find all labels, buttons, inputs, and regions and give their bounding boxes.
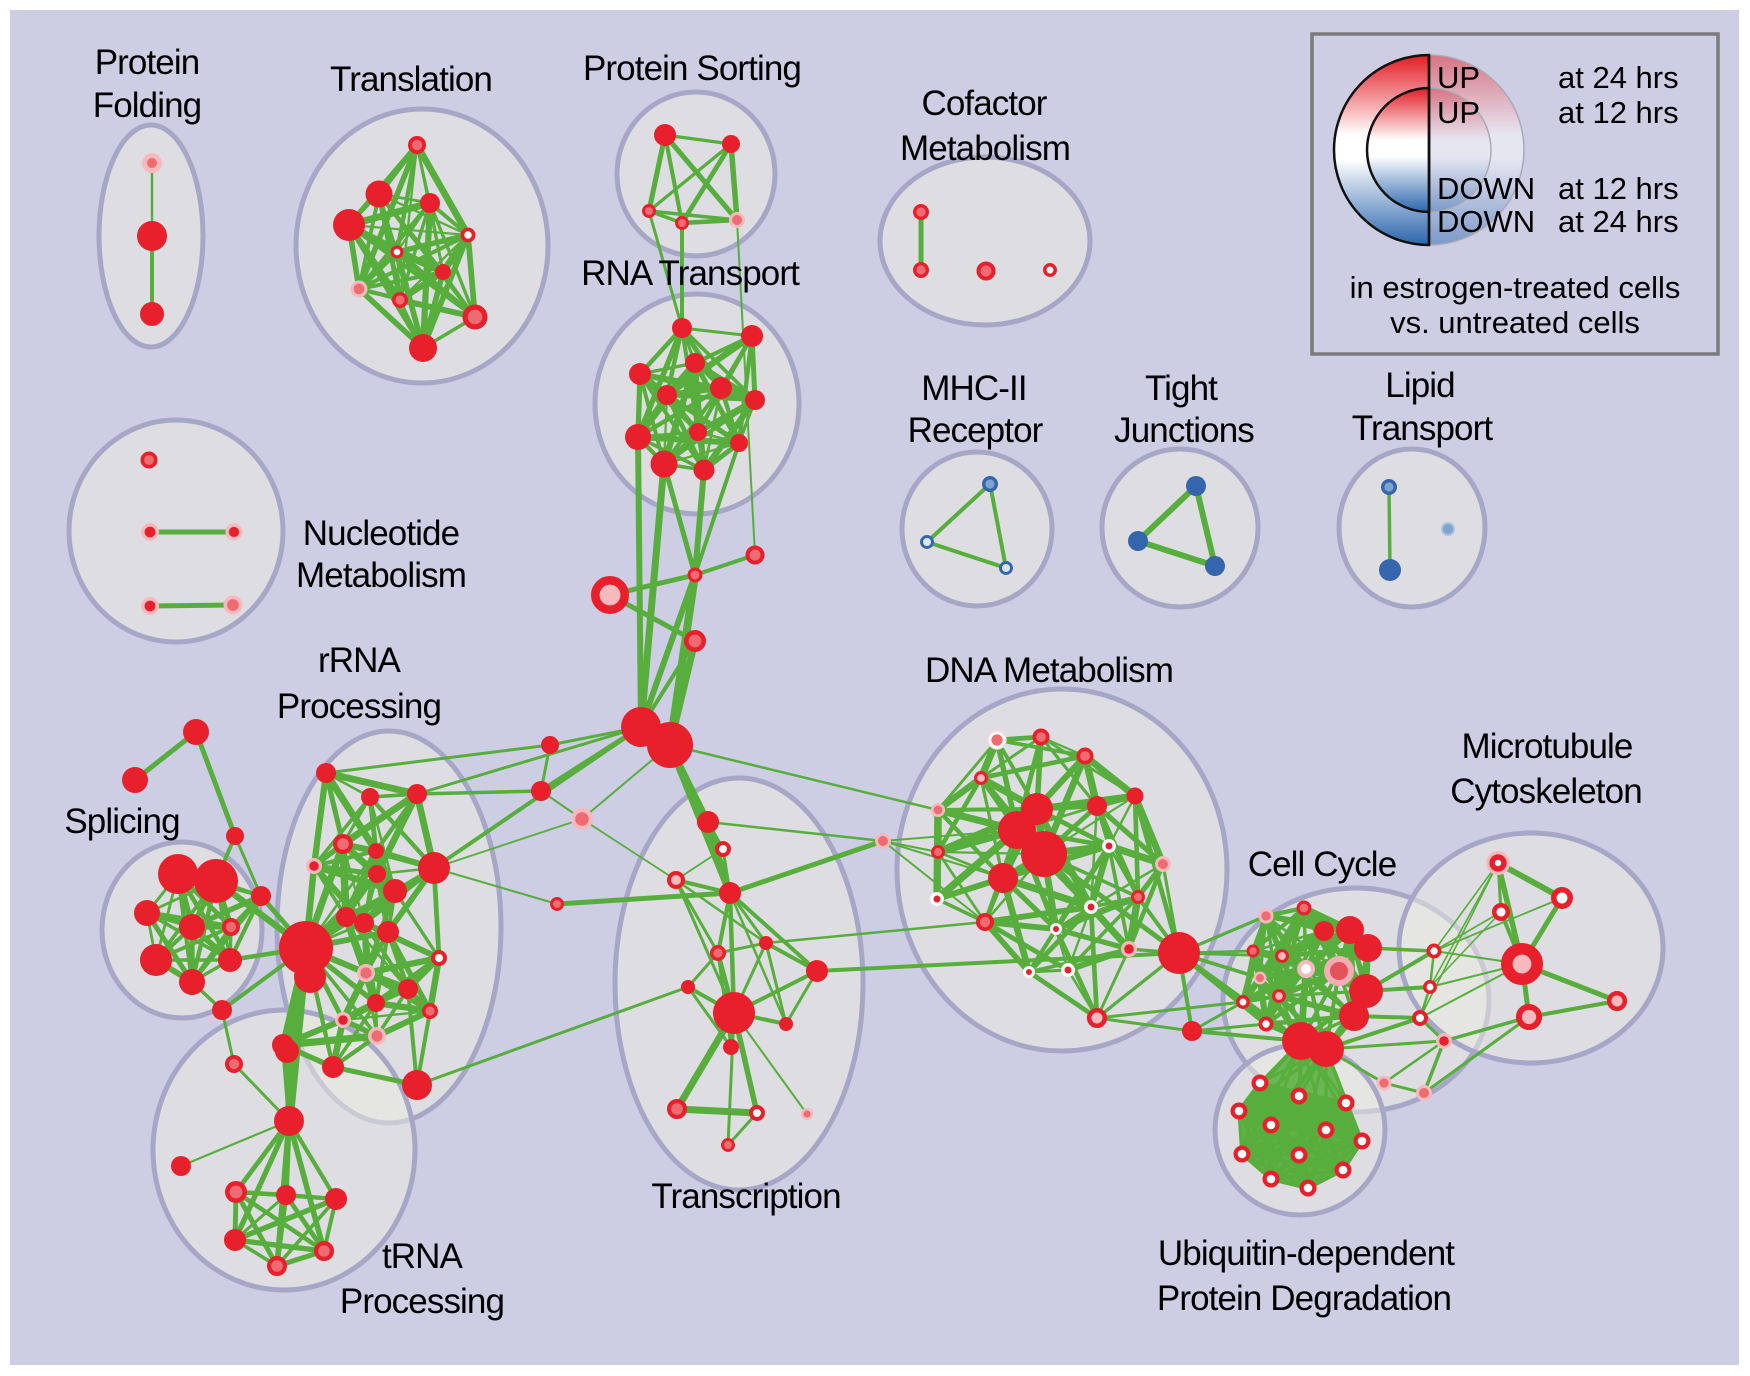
svg-text:Protein: Protein xyxy=(95,43,200,82)
svg-text:Protein Degradation: Protein Degradation xyxy=(1157,1279,1451,1318)
svg-text:Transcription: Transcription xyxy=(651,1177,840,1216)
svg-text:at 24 hrs: at 24 hrs xyxy=(1558,60,1679,95)
svg-text:Microtubule: Microtubule xyxy=(1461,727,1632,766)
svg-text:Processing: Processing xyxy=(277,687,441,726)
svg-text:Folding: Folding xyxy=(93,86,202,125)
svg-text:Transport: Transport xyxy=(1352,409,1494,448)
svg-text:vs. untreated cells: vs. untreated cells xyxy=(1390,305,1640,340)
svg-text:tRNA: tRNA xyxy=(382,1237,464,1276)
svg-text:Ubiquitin-dependent: Ubiquitin-dependent xyxy=(1158,1234,1455,1273)
svg-text:UP: UP xyxy=(1437,60,1480,95)
svg-text:rRNA: rRNA xyxy=(318,641,402,680)
svg-text:Junctions: Junctions xyxy=(1114,411,1254,450)
svg-text:MHC-II: MHC-II xyxy=(921,369,1026,408)
svg-text:Tight: Tight xyxy=(1145,369,1218,408)
svg-text:Receptor: Receptor xyxy=(908,411,1044,450)
svg-text:Processing: Processing xyxy=(340,1282,504,1321)
svg-text:Cofactor: Cofactor xyxy=(921,84,1047,123)
svg-text:Lipid: Lipid xyxy=(1385,366,1454,405)
svg-text:Splicing: Splicing xyxy=(64,802,179,841)
svg-text:Nucleotide: Nucleotide xyxy=(303,514,459,553)
svg-text:at 24 hrs: at 24 hrs xyxy=(1558,204,1679,239)
svg-text:DOWN: DOWN xyxy=(1437,171,1535,206)
svg-text:Cytoskeleton: Cytoskeleton xyxy=(1450,772,1642,811)
svg-text:DOWN: DOWN xyxy=(1437,204,1535,239)
svg-text:UP: UP xyxy=(1437,95,1480,130)
svg-text:in estrogen-treated cells: in estrogen-treated cells xyxy=(1350,270,1681,305)
svg-text:RNA Transport: RNA Transport xyxy=(581,254,800,293)
svg-text:Protein Sorting: Protein Sorting xyxy=(583,49,801,88)
svg-text:DNA Metabolism: DNA Metabolism xyxy=(925,651,1173,690)
svg-text:at 12 hrs: at 12 hrs xyxy=(1558,95,1679,130)
svg-text:at 12 hrs: at 12 hrs xyxy=(1558,171,1679,206)
svg-text:Cell Cycle: Cell Cycle xyxy=(1248,845,1397,884)
svg-text:Translation: Translation xyxy=(330,60,492,99)
svg-text:Metabolism: Metabolism xyxy=(296,556,466,595)
svg-text:Metabolism: Metabolism xyxy=(900,129,1070,168)
